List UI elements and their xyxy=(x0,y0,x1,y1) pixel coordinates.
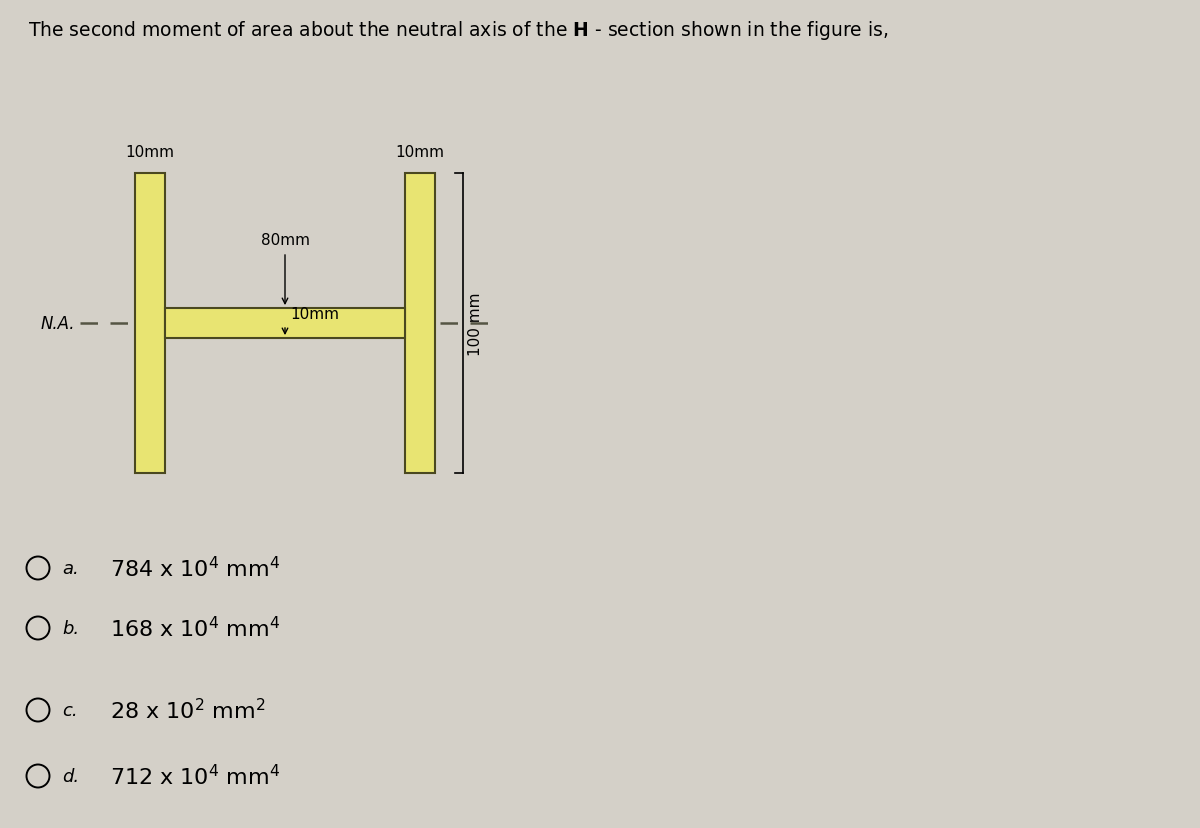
Text: N.A.: N.A. xyxy=(41,315,76,333)
Bar xyxy=(406,174,436,474)
Text: 100 mm: 100 mm xyxy=(468,292,482,355)
Text: 712 x 10$^{4}$ mm$^{4}$: 712 x 10$^{4}$ mm$^{4}$ xyxy=(110,763,281,788)
Text: 80mm: 80mm xyxy=(260,233,310,248)
Bar xyxy=(166,309,404,339)
Text: 168 x 10$^{4}$ mm$^{4}$: 168 x 10$^{4}$ mm$^{4}$ xyxy=(110,616,281,641)
Text: 10mm: 10mm xyxy=(290,306,340,321)
Text: d.: d. xyxy=(62,767,79,785)
Text: 28 x 10$^{2}$ mm$^{2}$: 28 x 10$^{2}$ mm$^{2}$ xyxy=(110,697,265,723)
Text: c.: c. xyxy=(62,701,78,720)
Text: b.: b. xyxy=(62,619,79,638)
Text: 10mm: 10mm xyxy=(126,145,174,160)
Text: 10mm: 10mm xyxy=(396,145,444,160)
Text: 784 x 10$^{4}$ mm$^{4}$: 784 x 10$^{4}$ mm$^{4}$ xyxy=(110,556,281,581)
Text: a.: a. xyxy=(62,560,79,577)
Text: The second moment of area about the neutral axis of the $\mathbf{H}$ - section s: The second moment of area about the neut… xyxy=(28,19,888,42)
Bar xyxy=(134,174,166,474)
